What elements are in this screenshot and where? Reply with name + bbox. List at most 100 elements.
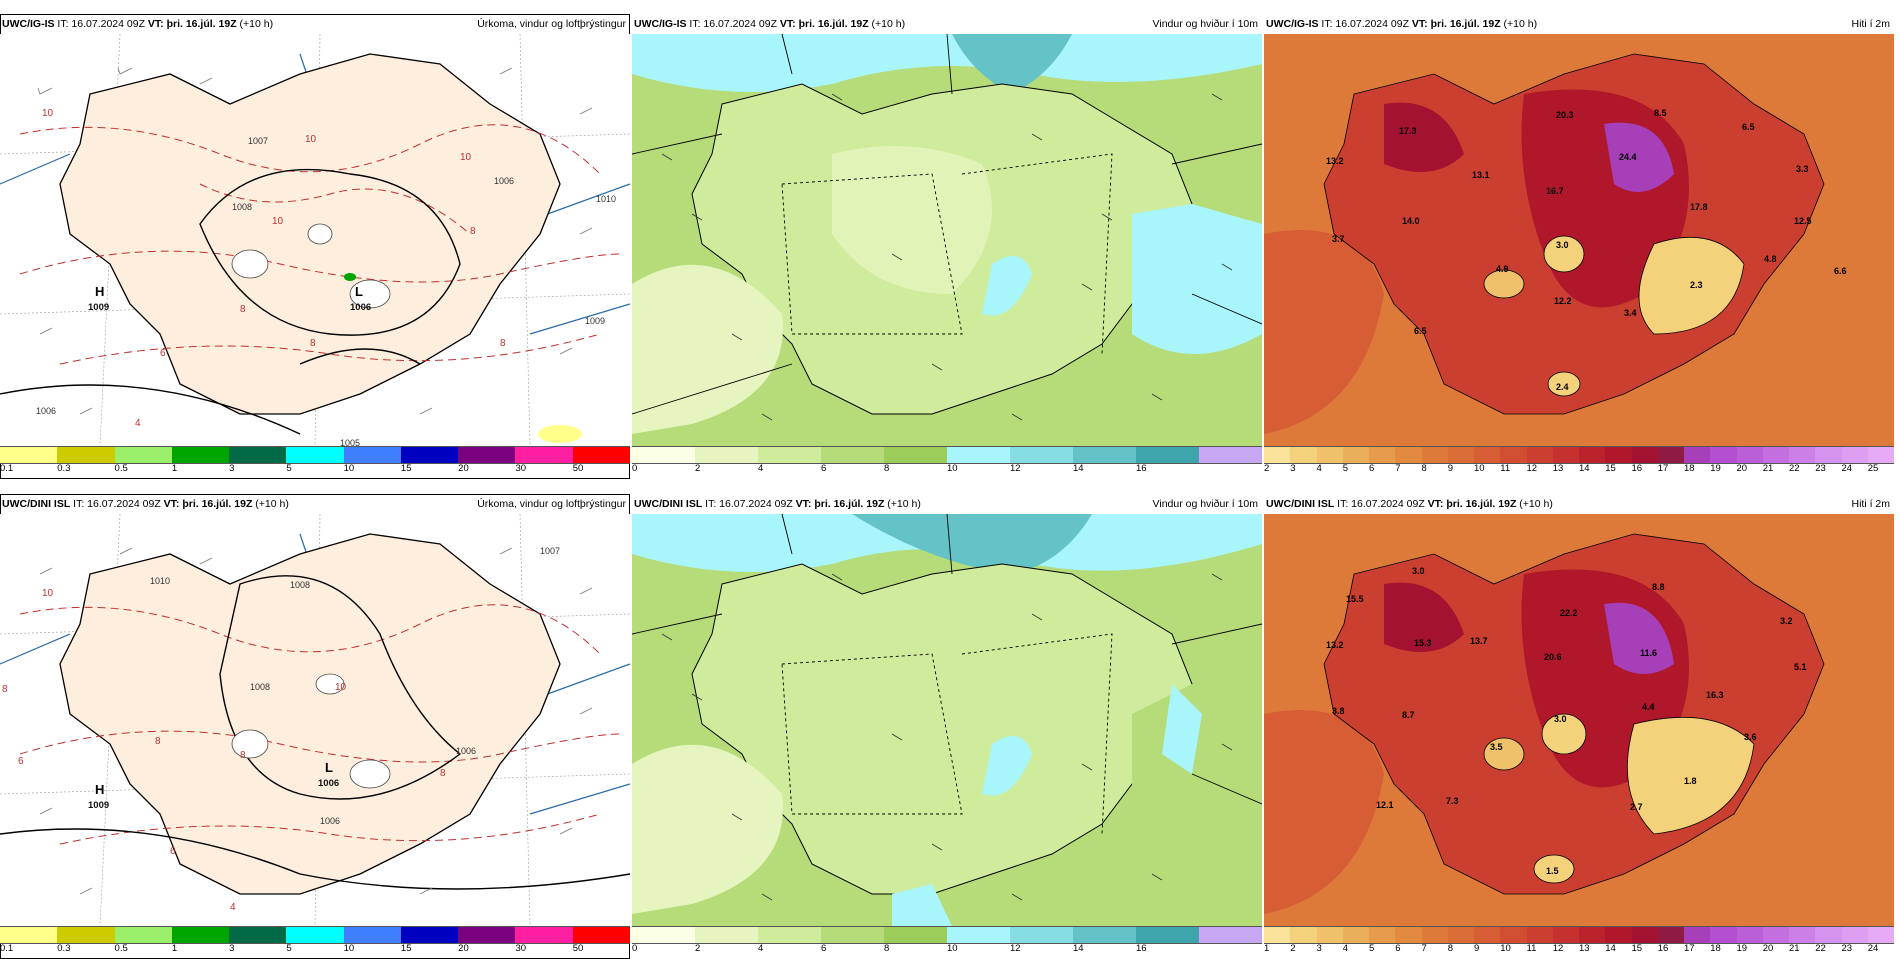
temp-contour-label: 10 [335,682,347,693]
temp-point-label: 13.1 [1472,170,1490,180]
scale-swatch [1867,447,1894,463]
scale-tick-label: 15 [400,943,412,954]
scale-tick-label: 25 [1867,463,1879,474]
scale-swatch [1447,927,1474,943]
scale-tick-label: 3 [229,943,235,954]
temp-point-label: 3.0 [1412,566,1425,576]
scale-tick-label: 0.3 [57,943,71,954]
wind-map [632,34,1262,446]
scale-swatch [1552,447,1579,463]
temp-point-label: 8.5 [1654,108,1667,118]
precip-panel-igis: UWC/IG-IS IT: 16.07.2024 09Z VT: þri. 16… [0,14,630,479]
temp-contour-label: 10 [305,134,317,145]
scale-swatch [1395,447,1422,463]
temp-contour-label: 4 [135,418,141,429]
temp-contour-label: 6 [18,756,24,767]
scale-swatch [1762,927,1789,943]
temp-contour-label: 10 [460,152,472,163]
isobar-label: 1009 [585,316,605,326]
temp-color-scale [1264,446,1894,464]
scale-swatch [1421,447,1448,463]
temp-point-label: 3.7 [1332,234,1345,244]
scale-tick-label: 3 [1316,943,1322,954]
wind-color-scale [632,926,1262,944]
wind-color-scale [632,446,1262,464]
isobar-label: 1005 [340,438,360,446]
scale-swatch [1136,927,1199,943]
scale-swatch [884,447,947,463]
lead-time: (+10 h) [871,18,906,30]
scale-swatch [0,447,58,463]
init-time: IT: 16.07.2024 09Z [689,18,777,30]
panel-header: UWC/IG-IS IT: 16.07.2024 09Z VT: þri. 16… [2,18,626,34]
temp-point-label: 3.8 [1332,706,1345,716]
valid-time: VT: þri. 16.júl. 19Z [1411,18,1501,30]
low-pressure-symbol: L [355,284,363,299]
scale-tick-label: 1 [171,943,178,954]
temp-point-label: 17.3 [1399,126,1417,136]
temp-point-label: 6.6 [1834,266,1847,276]
scale-swatch [1199,447,1262,463]
temp-point-label: 6.5 [1414,326,1427,336]
precip-panel-dini: UWC/DINI ISL IT: 16.07.2024 09Z VT: þri.… [0,494,630,959]
temp-contour-label: 8 [310,338,316,349]
scale-tick-label: 23 [1815,463,1826,474]
scale-swatch [1010,927,1073,943]
panel-header: UWC/IG-IS IT: 16.07.2024 09Z VT: þri. 16… [1266,18,1890,34]
scale-tick-label: 6 [821,463,827,474]
scale-swatch [1395,927,1422,943]
temp-contour-label: 8 [155,736,161,747]
isobar-label: 1008 [232,202,252,212]
scale-swatch [171,927,230,943]
scale-tick-label: 11 [1526,943,1537,954]
temp-contour-label: 8 [2,684,8,695]
scale-swatch [1474,447,1501,463]
temp-point-label: 3.0 [1556,240,1569,250]
scale-tick-label: 15 [1631,943,1643,954]
scale-swatch [171,447,230,463]
scale-tick-label: 8 [884,943,890,954]
panel-header: UWC/DINI ISL IT: 16.07.2024 09Z VT: þri.… [634,498,1258,514]
temp-point-label: 11.6 [1640,648,1657,658]
scale-tick-label: 12 [1010,943,1021,954]
temp-contour-label: 8 [500,338,506,349]
panel-title: Úrkoma, vindur og loftþrýstingur [477,18,626,30]
scale-swatch [515,927,573,943]
scale-swatch [1316,927,1343,943]
temp-point-label: 4.9 [1496,264,1509,274]
precip-scale-ticks: 0.1 0.3 0.5 1 3 5 10 15 20 30 50 [0,463,630,477]
temp-point-label: 13.7 [1470,636,1488,646]
lead-time: (+10 h) [1503,18,1538,30]
lead-time: (+10 h) [1519,498,1553,510]
temp-point-label: 3.5 [1490,742,1503,752]
scale-tick-label: 15 [400,463,412,474]
scale-tick-label: 17 [1657,463,1669,474]
temp-point-label: 13.2 [1326,156,1344,166]
scale-tick-label: 7 [1421,943,1427,954]
temp-contour-label: 8 [440,768,446,779]
scale-tick-label: 8 [884,463,890,474]
temp-point-label: 4.4 [1642,702,1655,712]
wind-panel-igis: UWC/IG-IS IT: 16.07.2024 09Z VT: þri. 16… [632,14,1262,479]
scale-tick-label: 24 [1841,463,1853,474]
scale-tick-label: 3 [1290,463,1296,474]
scale-tick-label: 17 [1684,943,1695,954]
scale-swatch [1736,447,1763,463]
scale-tick-label: 5 [1342,463,1349,474]
scale-tick-label: 21 [1789,943,1800,954]
scale-swatch [114,927,172,943]
scale-swatch [400,447,459,463]
model-name: UWC/DINI ISL [1266,498,1335,510]
scale-swatch [57,447,115,463]
scale-swatch [1421,927,1448,943]
lead-time: (+10 h) [239,18,274,30]
scale-swatch [1789,447,1816,463]
model-name: UWC/IG-IS [2,18,55,30]
scale-tick-label: 14 [1073,463,1084,474]
scale-swatch [400,927,459,943]
scale-tick-label: 3 [229,463,235,474]
temp-point-label: 7.3 [1446,796,1459,806]
scale-tick-label: 5 [1369,943,1375,954]
temp-point-label: 15.5 [1346,594,1364,604]
scale-swatch [1841,447,1868,463]
